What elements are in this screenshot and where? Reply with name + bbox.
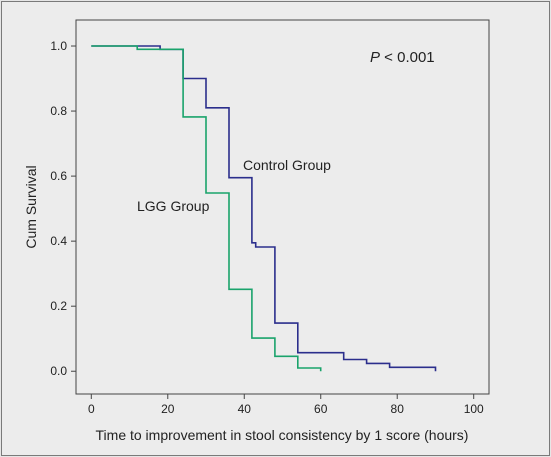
p-value-annotation: P < 0.001	[370, 49, 435, 66]
plot-area	[75, 19, 490, 395]
lgg-group-label: LGG Group	[137, 198, 210, 214]
x-tick-label: 20	[161, 402, 175, 416]
x-tick-label: 0	[88, 402, 95, 416]
y-tick-label: 1.0	[50, 39, 67, 53]
y-axis-label: Cum Survival	[23, 165, 39, 248]
y-tick-label: 0.2	[50, 299, 67, 313]
control-group-label: Control Group	[243, 157, 331, 173]
y-tick-label: 0.4	[50, 234, 67, 248]
lgg-group-curve	[91, 45, 322, 372]
y-tick-label: 0.8	[50, 104, 67, 118]
y-tick-label: 0.6	[50, 169, 67, 183]
y-tick-label: 0.0	[50, 364, 67, 378]
x-axis-label: Time to improvement in stool consistency…	[96, 427, 469, 443]
x-tick-label: 80	[391, 402, 405, 416]
x-tick-label: 100	[464, 402, 484, 416]
x-tick-label: 60	[314, 402, 328, 416]
x-tick-label: 40	[238, 402, 252, 416]
